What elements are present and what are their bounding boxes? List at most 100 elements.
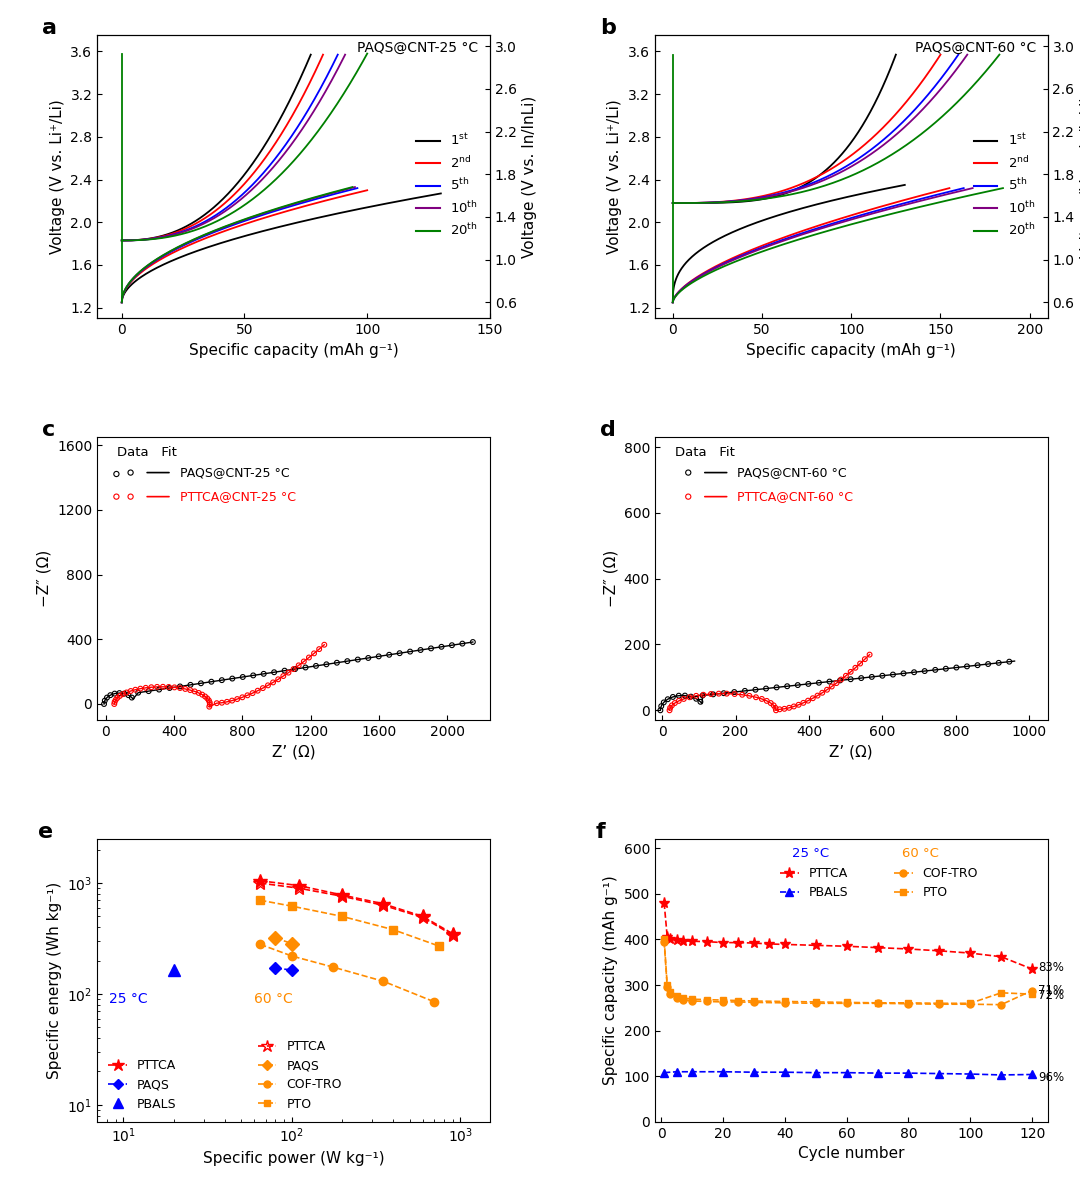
Point xyxy=(122,463,139,482)
Point xyxy=(747,680,765,699)
Point xyxy=(218,692,235,711)
Point xyxy=(266,663,283,681)
Text: PAQS@CNT-25 °C: PAQS@CNT-25 °C xyxy=(357,41,478,56)
Point xyxy=(758,691,775,710)
Point xyxy=(295,652,312,671)
Point xyxy=(339,652,356,671)
X-axis label: Specific capacity (mAh g⁻¹): Specific capacity (mAh g⁻¹) xyxy=(189,342,399,358)
Y-axis label: −Z″ (Ω): −Z″ (Ω) xyxy=(603,550,618,607)
Point xyxy=(662,698,679,717)
Point xyxy=(726,685,743,704)
Point xyxy=(799,674,816,693)
Point xyxy=(148,678,165,697)
Point xyxy=(675,690,692,709)
Point xyxy=(779,677,796,696)
Point xyxy=(306,644,323,663)
Point xyxy=(106,692,123,711)
Point xyxy=(315,635,333,654)
Point xyxy=(172,677,189,696)
Point xyxy=(311,640,328,659)
Point xyxy=(813,684,831,703)
Point xyxy=(702,685,719,704)
Text: PAQS@CNT-25 °C: PAQS@CNT-25 °C xyxy=(179,466,289,479)
Point xyxy=(391,644,408,663)
X-axis label: Specific capacity (mAh g⁻¹): Specific capacity (mAh g⁻¹) xyxy=(746,342,956,358)
Point xyxy=(140,681,158,700)
Point xyxy=(737,681,754,700)
Point xyxy=(116,684,133,703)
Text: 60 °C: 60 °C xyxy=(254,992,293,1006)
Point xyxy=(107,691,124,710)
Point xyxy=(832,671,849,690)
Point xyxy=(895,664,913,683)
Point xyxy=(249,681,267,700)
Y-axis label: Voltage (V vs. In/InLi): Voltage (V vs. In/InLi) xyxy=(523,96,538,257)
Point xyxy=(1001,652,1018,671)
Point xyxy=(286,660,303,679)
Point xyxy=(683,687,700,706)
Y-axis label: Voltage (V vs. Li⁺/Li): Voltage (V vs. Li⁺/Li) xyxy=(607,99,622,254)
Point xyxy=(789,696,807,715)
Text: PAQS@CNT-60 °C: PAQS@CNT-60 °C xyxy=(738,466,847,479)
Point xyxy=(291,655,308,674)
Point xyxy=(106,694,123,713)
Point xyxy=(201,693,218,712)
Point xyxy=(181,676,199,694)
Text: 25 °C: 25 °C xyxy=(793,848,829,861)
Text: 96%: 96% xyxy=(1038,1071,1065,1084)
Point xyxy=(150,680,167,699)
Point xyxy=(203,672,220,691)
Point xyxy=(905,663,922,681)
Point xyxy=(852,668,869,687)
Point xyxy=(715,684,732,703)
Point xyxy=(711,684,728,703)
Y-axis label: Voltage (V vs. Li⁺/Li): Voltage (V vs. Li⁺/Li) xyxy=(50,99,65,254)
Point xyxy=(718,684,735,703)
Point xyxy=(990,653,1008,672)
Point xyxy=(704,685,721,704)
Point xyxy=(123,689,140,707)
Point xyxy=(126,680,144,699)
Point xyxy=(360,648,377,667)
Point xyxy=(213,671,230,690)
Point xyxy=(464,633,482,652)
Text: 72%: 72% xyxy=(1038,988,1065,1001)
Point xyxy=(109,689,126,707)
Text: 60 °C: 60 °C xyxy=(902,848,940,861)
Legend: $1^{\mathrm{st}}$, $2^{\mathrm{nd}}$, $5^{\mathrm{th}}$, $10^{\mathrm{th}}$, $20: $1^{\mathrm{st}}$, $2^{\mathrm{nd}}$, $5… xyxy=(410,128,484,243)
Point xyxy=(239,686,256,705)
Point xyxy=(143,678,160,697)
Point xyxy=(244,684,261,703)
Point xyxy=(861,645,878,664)
Point xyxy=(111,686,129,705)
Point xyxy=(823,677,840,696)
Text: f: f xyxy=(596,822,606,842)
Legend: PTTCA, PAQS, COF-TRO, PTO: PTTCA, PAQS, COF-TRO, PTO xyxy=(253,1035,347,1116)
Point xyxy=(679,488,697,507)
Text: Data   Fit: Data Fit xyxy=(675,445,734,458)
Point xyxy=(380,645,397,664)
Point xyxy=(741,686,758,705)
Point xyxy=(108,488,125,507)
Point xyxy=(259,676,276,694)
Point xyxy=(111,684,129,703)
Point xyxy=(274,666,292,685)
Point xyxy=(254,679,271,698)
Point xyxy=(842,663,860,681)
Point xyxy=(177,679,194,698)
Point xyxy=(161,679,178,698)
X-axis label: Z’ (Ω): Z’ (Ω) xyxy=(829,744,873,759)
Point xyxy=(795,693,812,712)
Text: PTTCA@CNT-60 °C: PTTCA@CNT-60 °C xyxy=(738,490,853,503)
Point xyxy=(688,686,705,705)
X-axis label: Cycle number: Cycle number xyxy=(798,1147,904,1161)
Point xyxy=(819,680,836,699)
Point xyxy=(233,687,251,706)
Point xyxy=(694,685,712,704)
Point xyxy=(768,700,785,719)
Point xyxy=(166,678,184,697)
Point xyxy=(775,699,793,718)
Point xyxy=(318,655,335,674)
Point xyxy=(96,691,113,710)
Point xyxy=(885,665,902,684)
